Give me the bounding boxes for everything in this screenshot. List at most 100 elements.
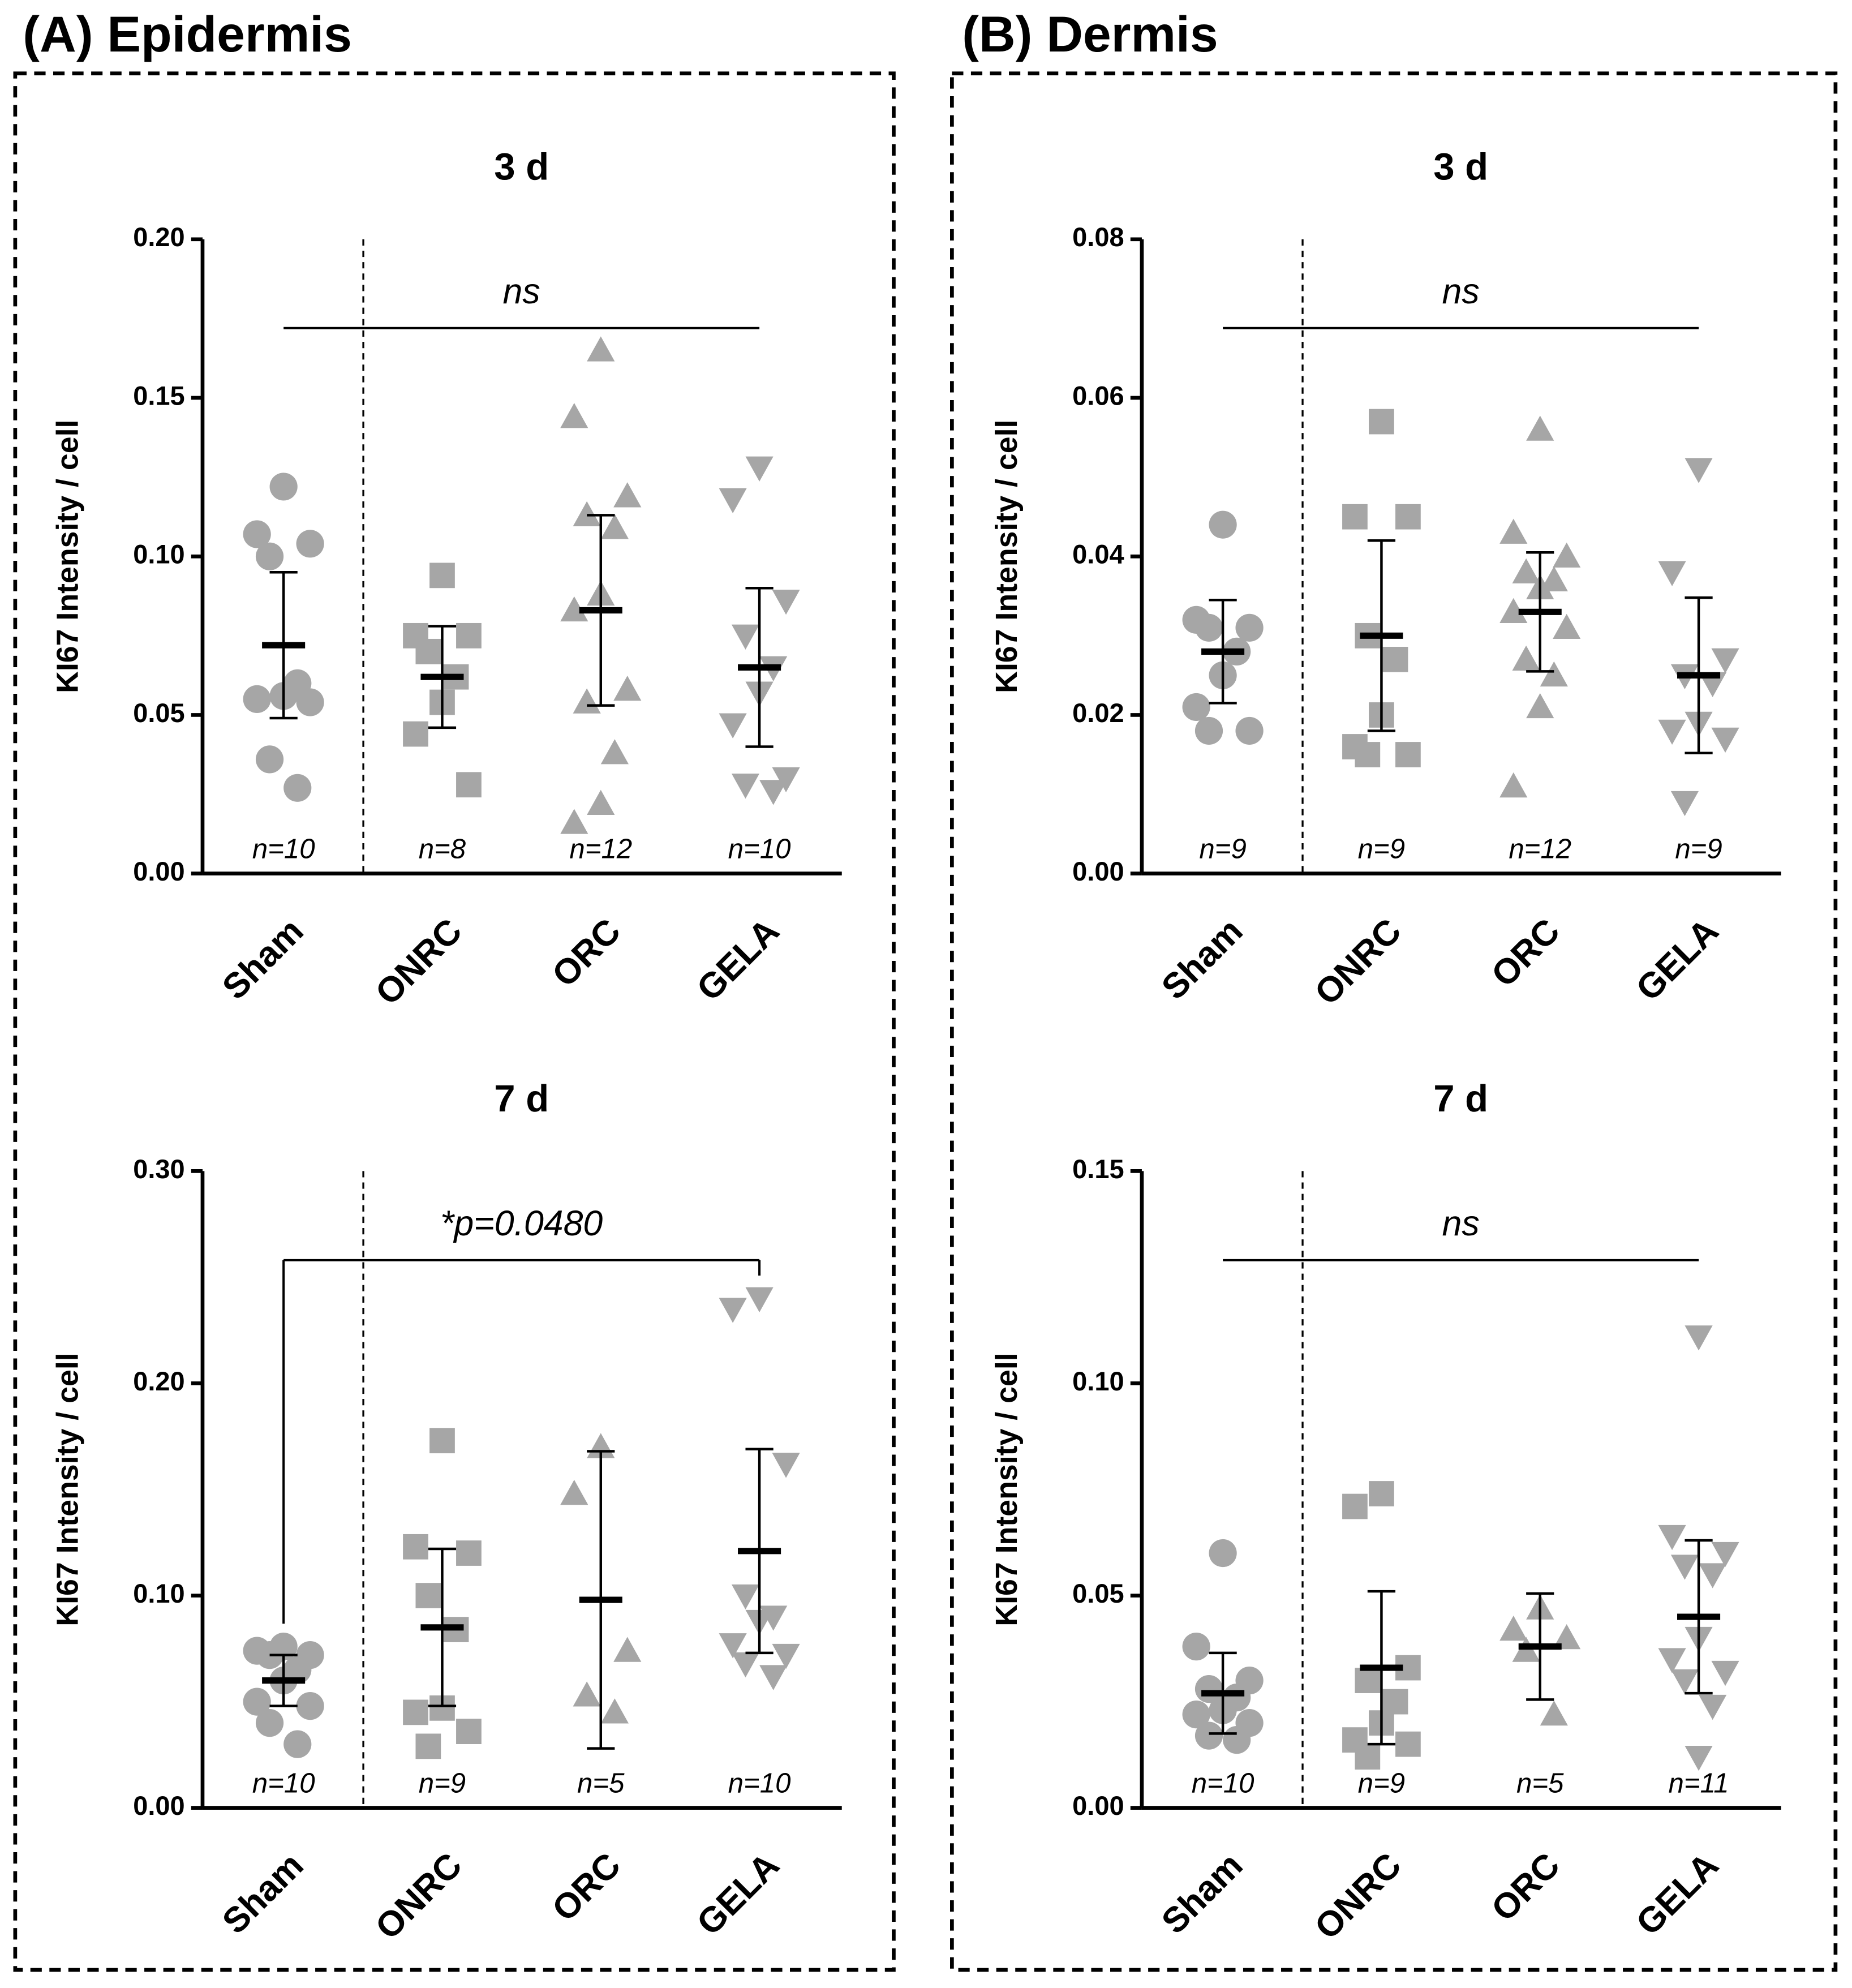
data-point xyxy=(1182,1632,1210,1661)
data-point xyxy=(1355,1668,1381,1693)
data-point xyxy=(1342,1493,1368,1519)
data-point xyxy=(731,1584,760,1610)
data-point xyxy=(296,530,324,558)
data-point xyxy=(1223,1726,1251,1754)
data-point xyxy=(1342,504,1368,530)
data-point xyxy=(1499,598,1528,623)
data-point xyxy=(1711,1542,1739,1568)
data-point xyxy=(1658,561,1686,586)
data-point xyxy=(415,638,441,664)
data-point xyxy=(560,809,588,834)
x-tick-label: Sham xyxy=(1154,1845,1250,1942)
n-label: n=9 xyxy=(1199,833,1246,864)
data-point xyxy=(772,589,800,615)
data-point xyxy=(403,721,428,747)
y-tick-label: 0.08 xyxy=(1072,222,1124,252)
data-point xyxy=(1499,518,1528,544)
data-point xyxy=(456,1719,482,1744)
data-point xyxy=(1194,613,1223,642)
panel-title: (B) Dermis xyxy=(962,6,1218,62)
data-point xyxy=(1355,1744,1381,1770)
n-label: n=10 xyxy=(728,1767,791,1798)
chart-title: 7 d xyxy=(494,1077,549,1120)
data-point xyxy=(719,488,747,513)
x-tick-label: ONRC xyxy=(1307,911,1409,1013)
data-point xyxy=(1369,409,1394,435)
data-point xyxy=(255,542,284,570)
data-point xyxy=(1194,716,1223,745)
data-point xyxy=(745,1287,774,1313)
data-point xyxy=(243,520,271,548)
n-label: n=10 xyxy=(728,833,791,864)
data-point xyxy=(415,1583,441,1608)
data-point xyxy=(719,713,747,738)
data-point xyxy=(745,456,774,482)
annotation: ns xyxy=(1442,1204,1480,1243)
x-tick-label: ONRC xyxy=(368,911,470,1013)
n-label: n=9 xyxy=(1358,833,1405,864)
n-label: n=12 xyxy=(1509,833,1571,864)
y-tick-label: 0.10 xyxy=(1072,1366,1124,1396)
data-point xyxy=(731,774,760,799)
data-point xyxy=(573,1681,601,1707)
x-tick-label: GELA xyxy=(1628,911,1726,1009)
x-tick-label: ORC xyxy=(1484,1845,1567,1929)
x-tick-label: ORC xyxy=(544,1845,628,1929)
x-tick-label: GELA xyxy=(1628,1845,1726,1943)
y-tick-label: 0.00 xyxy=(1072,856,1124,886)
n-label: n=8 xyxy=(419,833,466,864)
panel-title: (A) Epidermis xyxy=(23,6,352,62)
data-point xyxy=(296,1691,324,1720)
data-point xyxy=(415,1733,441,1759)
data-point xyxy=(600,1698,629,1724)
data-point xyxy=(456,772,482,798)
n-label: n=5 xyxy=(1516,1767,1564,1798)
n-label: n=9 xyxy=(419,1767,466,1798)
data-point xyxy=(1553,613,1581,639)
data-point xyxy=(1685,1745,1713,1771)
data-point xyxy=(1209,1539,1237,1568)
panel-frame xyxy=(950,71,1838,1972)
y-tick-label: 0.05 xyxy=(133,698,184,728)
data-point xyxy=(1658,1648,1686,1673)
y-axis-label: KI67 Intensity / cell xyxy=(50,420,84,693)
data-point xyxy=(573,688,601,714)
n-label: n=10 xyxy=(252,1767,315,1798)
data-point xyxy=(1670,1669,1699,1695)
data-point xyxy=(600,739,629,765)
y-tick-label: 0.06 xyxy=(1072,380,1124,410)
data-point xyxy=(731,624,760,650)
data-point xyxy=(243,1688,271,1716)
data-point xyxy=(456,622,482,649)
data-point xyxy=(1711,648,1739,673)
data-point xyxy=(403,1534,428,1560)
data-point xyxy=(1711,727,1739,753)
y-tick-label: 0.15 xyxy=(1072,1154,1124,1184)
y-tick-label: 0.00 xyxy=(133,1791,184,1820)
n-label: n=10 xyxy=(1192,1767,1254,1798)
y-tick-label: 0.00 xyxy=(1072,1791,1124,1820)
data-point xyxy=(772,767,800,793)
data-point xyxy=(283,774,312,802)
data-point xyxy=(429,563,455,589)
data-point xyxy=(759,780,788,805)
data-point xyxy=(1540,566,1568,591)
data-point xyxy=(587,336,615,362)
data-point xyxy=(1395,504,1421,530)
data-point xyxy=(573,501,601,527)
x-tick-label: Sham xyxy=(214,911,311,1007)
data-point xyxy=(1658,1525,1686,1551)
data-point xyxy=(1395,742,1421,767)
n-label: n=9 xyxy=(1675,833,1722,864)
data-point xyxy=(613,1637,642,1662)
data-point xyxy=(1670,791,1699,817)
data-point xyxy=(1182,693,1210,722)
data-point xyxy=(283,1730,312,1758)
data-point xyxy=(1499,1615,1528,1641)
y-tick-label: 0.10 xyxy=(133,1578,184,1608)
data-point xyxy=(719,1298,747,1323)
data-point xyxy=(772,1643,800,1669)
data-point xyxy=(1182,1701,1210,1729)
x-tick-label: Sham xyxy=(214,1845,311,1942)
